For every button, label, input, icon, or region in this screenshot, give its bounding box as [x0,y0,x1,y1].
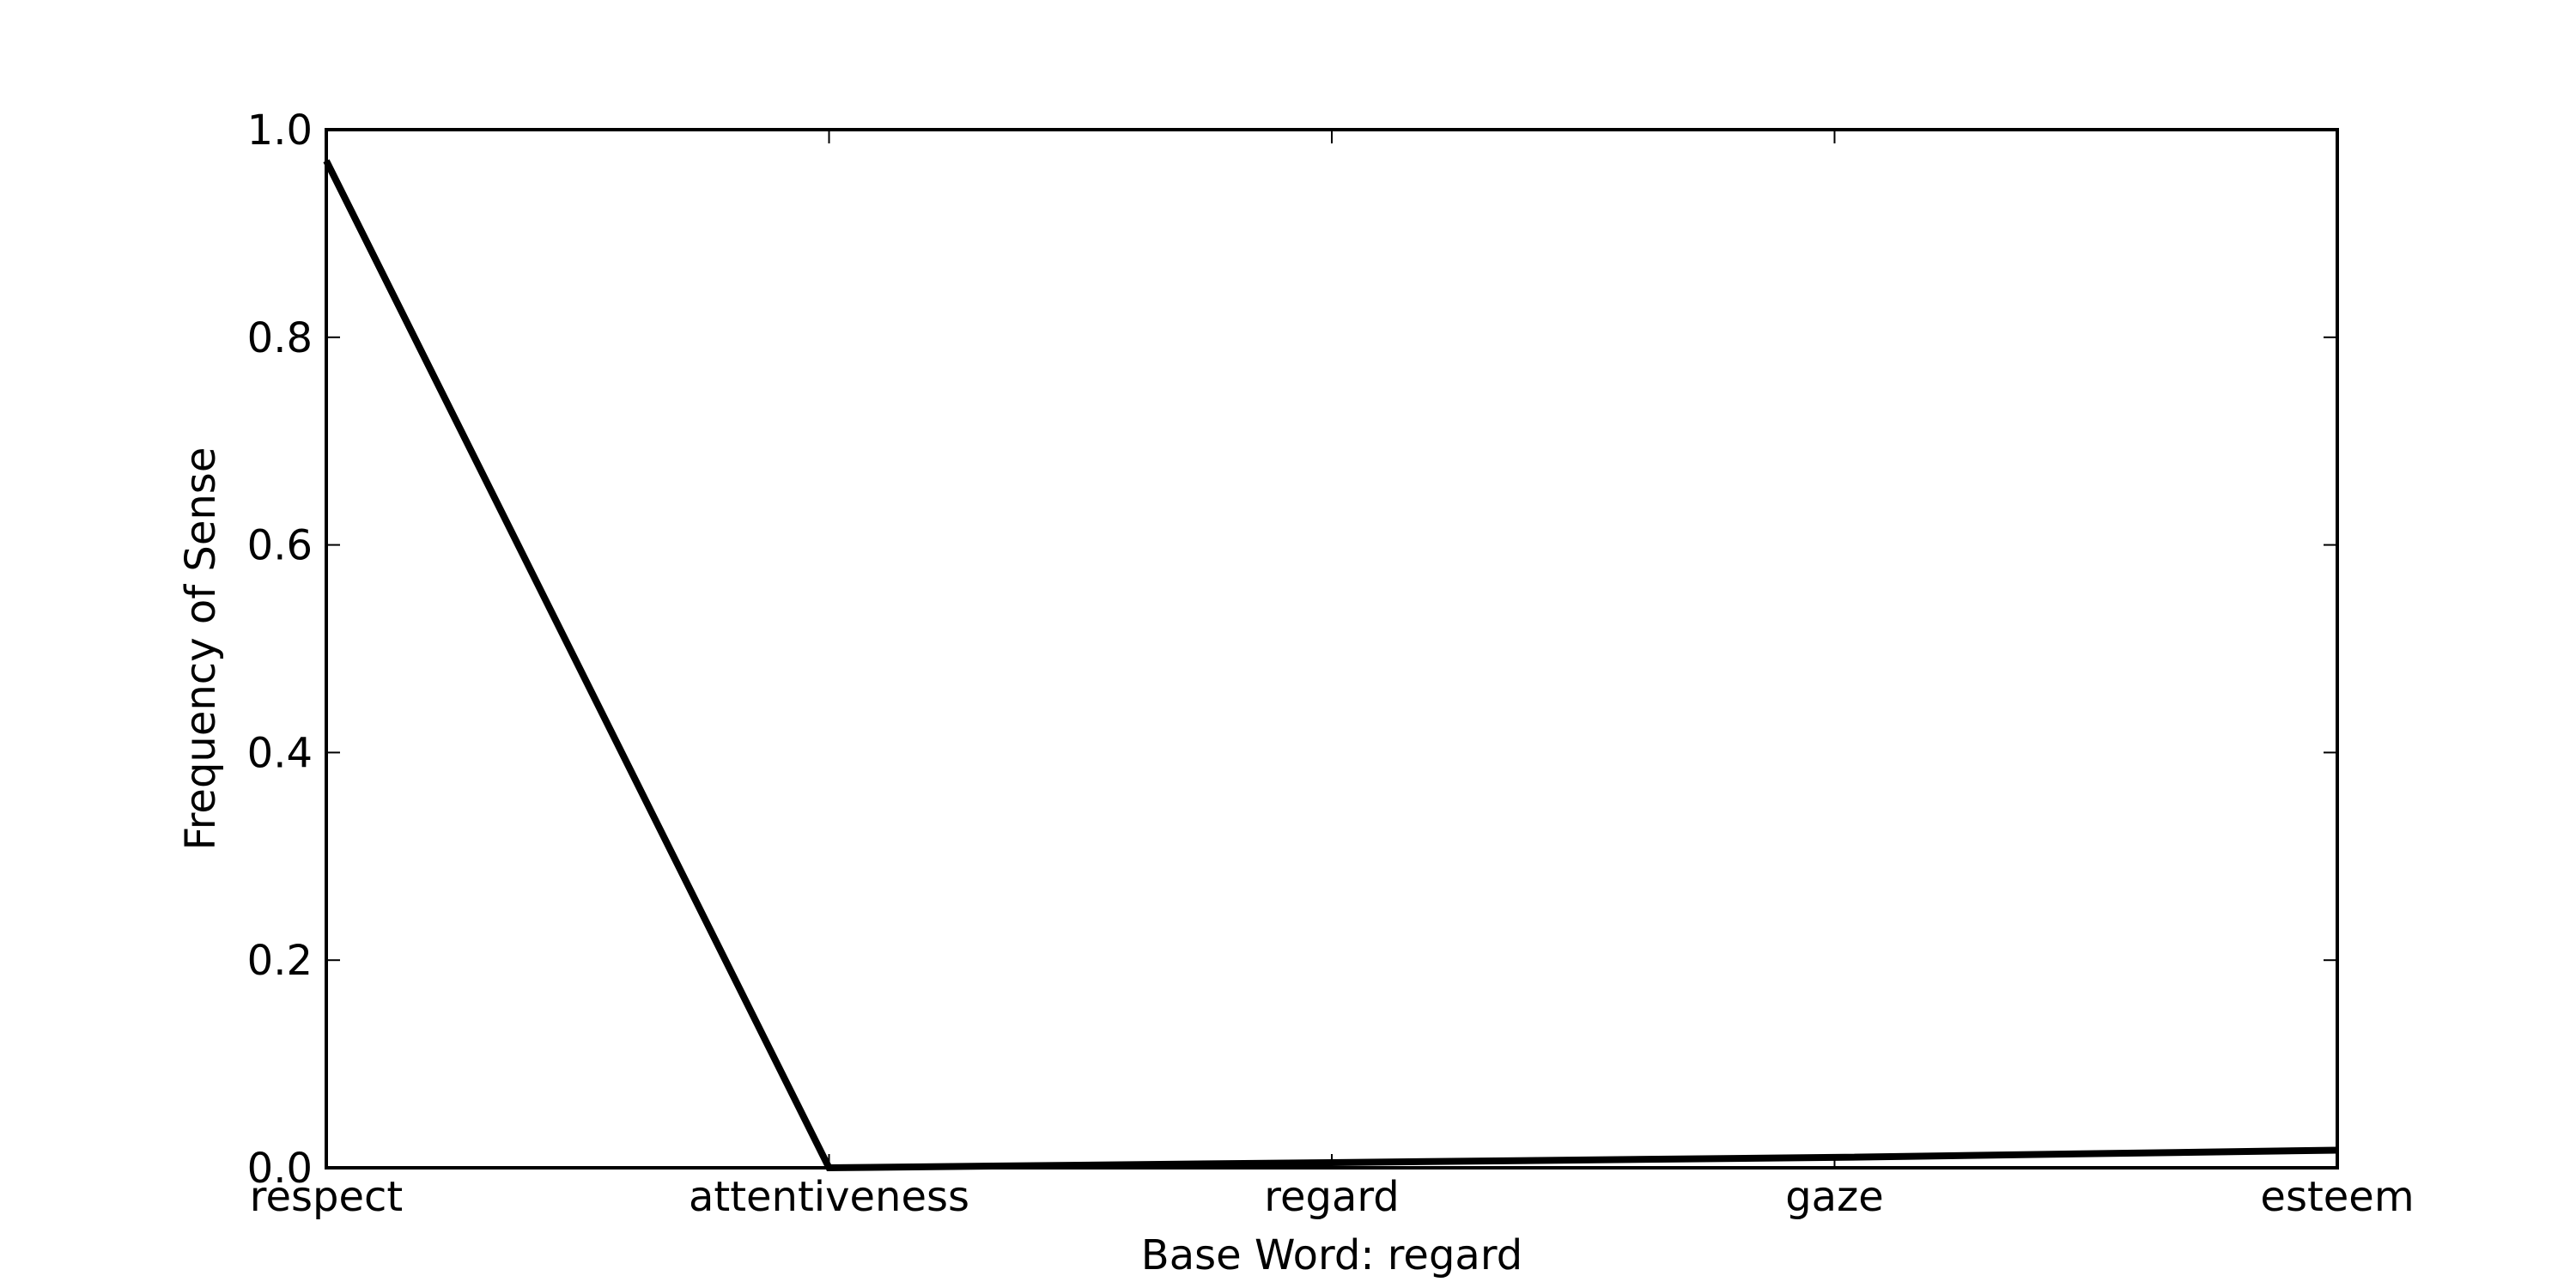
series-layer [323,159,2338,1172]
y-axis: 0.0 0.2 0.4 0.6 0.8 1.0 [247,106,2337,1193]
y-tick-label: 1.0 [247,106,313,155]
y-tick-label: 0.8 [247,314,313,362]
y-tick-label: 0.6 [247,522,313,570]
x-tick-label: respect [250,1173,403,1221]
y-tick-label: 0.0 [247,1145,313,1193]
x-tick-label: attentiveness [689,1173,969,1221]
series-line [323,159,2338,1172]
x-axis: respect attentiveness regard gaze esteem [250,130,2415,1221]
x-tick-label: esteem [2260,1173,2414,1221]
y-tick-label: 0.2 [247,937,313,985]
y-axis-title: Frequency of Sense [177,447,225,851]
y-tick-label: 0.4 [247,729,313,777]
x-axis-title: Base Word: regard [1141,1231,1522,1279]
x-tick-label: gaze [1785,1173,1884,1221]
plot-frame [325,128,2339,1170]
x-tick-label: regard [1264,1173,1399,1221]
